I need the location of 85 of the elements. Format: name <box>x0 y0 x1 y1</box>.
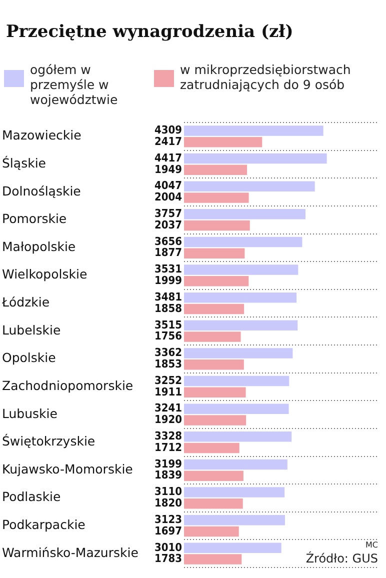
bar <box>184 542 282 554</box>
data-label: 1920 <box>154 413 182 426</box>
y-tick-label: Śląskie <box>2 155 46 170</box>
y-tick-label: Kujawsko-Momorskie <box>2 461 134 476</box>
data-label: 3656 <box>154 234 182 248</box>
bar <box>184 276 249 286</box>
data-label: 3531 <box>154 262 182 276</box>
data-label: 3757 <box>154 207 182 220</box>
y-tick-label: Lubelskie <box>2 322 61 338</box>
bar <box>184 526 239 537</box>
data-label: 4417 <box>154 151 182 164</box>
bar <box>184 487 285 498</box>
bar <box>184 348 293 358</box>
bar <box>184 304 244 314</box>
data-label: 1756 <box>154 330 182 343</box>
bar <box>184 554 242 564</box>
bar <box>184 514 285 526</box>
y-tick-label: Zachodniopomorskie <box>2 378 134 393</box>
chart-title: Przeciętne wynagrodzenia (zł) <box>6 22 294 42</box>
data-label: 2417 <box>154 134 182 148</box>
bar <box>184 332 241 342</box>
data-label: 1999 <box>154 274 182 288</box>
data-label: 1820 <box>154 496 182 510</box>
data-label: 1949 <box>154 162 182 176</box>
bar <box>184 136 262 148</box>
data-label: 1712 <box>154 440 182 454</box>
data-label: 3199 <box>154 457 182 470</box>
y-tick-label: Pomorskie <box>2 211 67 226</box>
data-label: 2004 <box>154 190 182 204</box>
y-tick-label: Małopolskie <box>2 238 76 254</box>
bar <box>184 470 244 481</box>
bar <box>184 126 324 136</box>
y-tick-label: Podlaskie <box>2 489 62 504</box>
data-label: 1853 <box>154 357 182 370</box>
data-label: 1697 <box>154 524 182 538</box>
y-tick-label: Warmińsko-Mazurskie <box>2 544 139 560</box>
bar <box>184 248 245 258</box>
data-label: 3123 <box>154 512 182 526</box>
data-label: 3110 <box>154 485 182 498</box>
bar <box>184 320 298 331</box>
legend-label: ogółem w przemyśle w województwie <box>30 62 119 107</box>
annotation: Źródło: GUS <box>306 550 378 566</box>
data-label: 1783 <box>154 552 182 566</box>
data-label: 1858 <box>154 302 182 315</box>
y-tick-label: Wielkopolskie <box>2 266 88 282</box>
bar <box>184 153 327 164</box>
y-tick-label: Lubuskie <box>2 406 58 421</box>
data-label: 1877 <box>154 246 182 260</box>
text: MC <box>366 540 378 550</box>
bar <box>184 209 306 220</box>
data-label: 2037 <box>154 218 182 232</box>
bar <box>184 164 248 176</box>
y-tick-label: Dolnośląskie <box>2 183 82 198</box>
data-label: 3362 <box>154 346 182 360</box>
bar <box>184 192 249 203</box>
data-label: 3328 <box>154 430 182 442</box>
data-label: 3252 <box>154 374 182 387</box>
bar <box>184 387 246 398</box>
data-label: 4309 <box>154 124 182 137</box>
bar <box>184 415 246 426</box>
y-tick-label: Świętokrzyskie <box>2 434 96 449</box>
y-tick-label: Podkarpackie <box>2 517 86 532</box>
bar <box>184 442 240 454</box>
bar <box>184 376 290 386</box>
bar <box>184 264 298 275</box>
y-tick-label: Opolskie <box>2 350 56 366</box>
data-label: 1839 <box>154 468 182 482</box>
bar <box>184 236 302 248</box>
data-label: 1911 <box>154 385 182 398</box>
bar <box>184 498 243 509</box>
data-label: 3515 <box>154 318 182 332</box>
y-tick-label: Mazowieckie <box>2 128 82 143</box>
bar <box>184 432 292 442</box>
bar <box>184 220 250 231</box>
data-label: 3241 <box>154 402 182 415</box>
data-label: 3010 <box>154 540 182 554</box>
bar <box>184 404 289 414</box>
bar <box>184 292 297 303</box>
bar <box>184 359 244 370</box>
data-label: 4047 <box>154 179 182 192</box>
y-tick-label: Łódzkie <box>1 294 50 310</box>
legend-label: w mikroprzedsiębiorstwach zatrudniających do 9 osób <box>180 62 352 92</box>
bar <box>184 181 315 192</box>
data-label: 3481 <box>154 290 182 304</box>
bar <box>184 459 288 470</box>
